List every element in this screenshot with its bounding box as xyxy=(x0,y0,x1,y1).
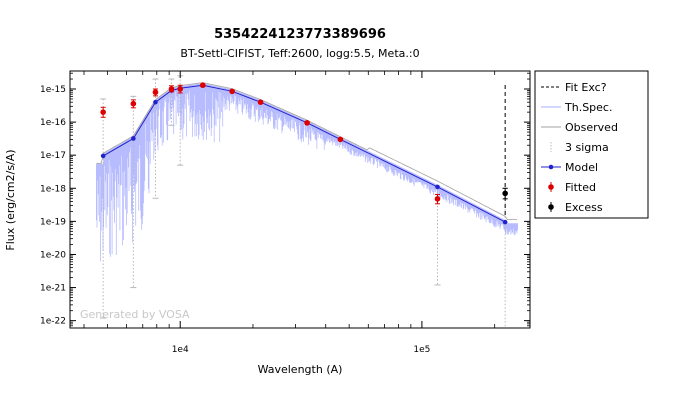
legend-swatch-model-dot xyxy=(548,164,554,170)
fitted-point xyxy=(199,82,206,89)
fitted-point xyxy=(177,86,184,92)
excess-series xyxy=(502,187,508,200)
y-tick-label: 1e-15 xyxy=(40,85,66,95)
fitted-point xyxy=(152,89,159,96)
watermark: Generated by VOSA xyxy=(80,308,190,321)
y-tick-label: 1e-21 xyxy=(40,284,66,294)
legend-label-fitted: Fitted xyxy=(565,181,596,194)
y-tick-label: 1e-16 xyxy=(40,118,66,128)
model-point xyxy=(153,99,158,105)
legend-label-fit-exc: Fit Exc? xyxy=(565,81,607,94)
observed-spectrum xyxy=(96,82,517,220)
fitted-point xyxy=(229,88,235,95)
excess-point xyxy=(502,190,508,197)
chart-subtitle: BT-Settl-CIFIST, Teff:2600, logg:5.5, Me… xyxy=(180,47,419,60)
x-axis-ticks: 1e4 1e5 xyxy=(83,71,496,355)
fitted-series xyxy=(100,82,441,205)
y-tick-label: 1e-19 xyxy=(40,217,66,227)
y-tick-label: 1e-20 xyxy=(40,250,66,260)
x-axis-label: Wavelength (A) xyxy=(258,363,343,376)
model-point xyxy=(502,219,508,225)
legend-label-excess: Excess xyxy=(565,201,603,214)
fitted-point xyxy=(304,120,310,126)
fitted-point xyxy=(337,136,344,143)
legend-label-observed: Observed xyxy=(565,121,618,134)
x-tick-label: 1e4 xyxy=(172,345,189,355)
fitted-point xyxy=(100,109,106,115)
y-axis-ticks: 1e-15 1e-16 1e-17 1e-18 1e-19 1e-20 1e-21 1e-22 xyxy=(40,72,530,329)
fitted-point xyxy=(434,196,441,202)
legend: Fit Exc? Th.Spec. Observed 3 sigma Model Fitt… xyxy=(534,70,649,219)
th-spec-lines xyxy=(96,83,518,262)
fitted-point xyxy=(257,99,264,105)
plot-frame xyxy=(69,70,531,329)
model-line xyxy=(102,84,506,223)
model-point xyxy=(435,184,440,190)
y-tick-label: 1e-18 xyxy=(40,184,66,194)
legend-swatch-fitted-dot xyxy=(548,184,554,190)
theoretical-spectrum xyxy=(96,83,518,262)
three-sigma-ranges xyxy=(100,75,509,329)
legend-box xyxy=(534,70,649,219)
legend-label-sigma: 3 sigma xyxy=(565,141,609,154)
observed-line xyxy=(96,82,517,220)
y-tick-label: 1e-17 xyxy=(40,151,66,161)
fitted-point xyxy=(130,100,137,107)
model-point xyxy=(100,153,106,159)
legend-swatch-excess-dot xyxy=(548,204,554,210)
chart-title: 5354224123773389696 xyxy=(214,27,386,42)
fitted-point xyxy=(168,86,175,92)
x-tick-label: 1e5 xyxy=(413,345,430,355)
y-tick-label: 1e-22 xyxy=(40,317,66,327)
y-axis-label: Flux (erg/cm2/s/A) xyxy=(4,149,17,250)
model-point xyxy=(131,136,136,141)
legend-label-th-spec: Th.Spec. xyxy=(564,101,612,114)
legend-label-model: Model xyxy=(565,161,598,174)
